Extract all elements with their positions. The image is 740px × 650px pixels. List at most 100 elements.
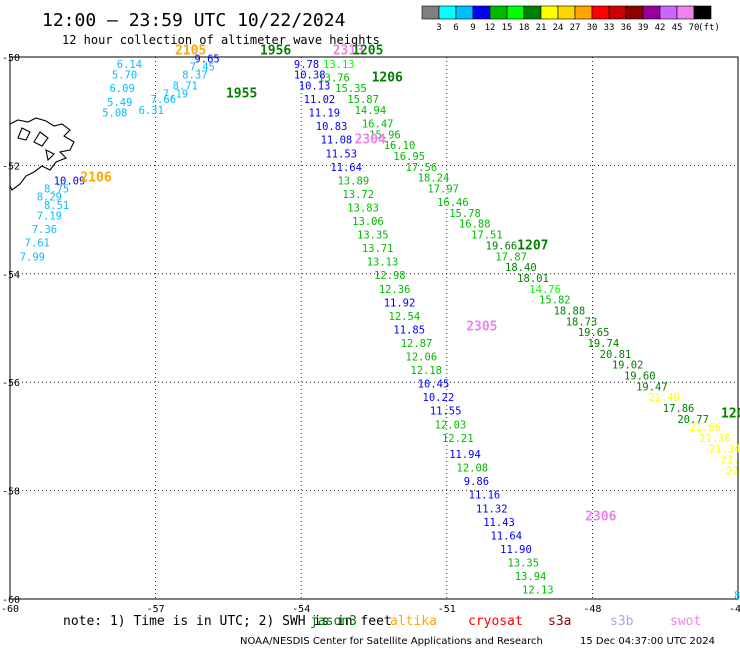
wave-height-value: 12.18 xyxy=(410,365,442,377)
wave-height-value: 21.34 xyxy=(709,444,740,456)
wave-height-value: 18.01 xyxy=(517,273,549,285)
colorbar-swatch xyxy=(574,5,593,20)
pass-time-label: 2306 xyxy=(585,509,616,524)
wave-height-value: 13.89 xyxy=(338,175,370,187)
pass-time-label: 1208 xyxy=(721,406,740,421)
wave-height-value: 15.35 xyxy=(335,83,367,95)
wave-height-value: 11.94 xyxy=(449,449,481,461)
wave-height-value: 5.49 xyxy=(107,97,132,109)
wave-height-value: 15.82 xyxy=(539,295,571,307)
y-tick-label: -50 xyxy=(2,53,20,64)
wave-height-value: 19.47 xyxy=(636,381,668,393)
wave-height-value: 10.38 xyxy=(294,70,326,82)
wave-height-value: 16.95 xyxy=(393,151,425,163)
colorbar-legend: 3 6 9 12 15 18 21 24 27 30 33 36 39 42 45 70(ft) xyxy=(421,5,720,33)
x-tick-label: -51 xyxy=(438,604,456,615)
footer-note: note: 1) Time is in UTC; 2) SWH is in fe… xyxy=(63,614,392,629)
wave-height-value: 21.36 xyxy=(699,433,731,445)
wave-height-value: 16.47 xyxy=(362,118,394,130)
x-tick-label: -57 xyxy=(147,604,165,615)
wave-height-value: 16.10 xyxy=(384,140,416,152)
wave-height-value: 11.16 xyxy=(469,490,501,502)
wave-height-value: 22 xyxy=(726,465,739,477)
colorbar-swatch xyxy=(676,5,695,20)
colorbar-unit: (ft) xyxy=(698,23,720,33)
wave-height-value: 10.22 xyxy=(423,392,455,404)
wave-height-value: 13.35 xyxy=(357,230,389,242)
wave-height-value: 7.19 xyxy=(37,211,62,223)
wave-height-value: 12.98 xyxy=(374,270,406,282)
wave-height-value: 7.36 xyxy=(32,224,57,236)
wave-height-value: 13.72 xyxy=(342,189,374,201)
x-tick-label: -60 xyxy=(1,604,19,615)
colorbar-swatch xyxy=(540,5,559,20)
colorbar-swatch xyxy=(506,5,525,20)
wave-height-value: 11.43 xyxy=(483,517,515,529)
colorbar-label: 33 xyxy=(604,23,615,33)
colorbar-swatch xyxy=(591,5,610,20)
wave-height-value: 15.78 xyxy=(449,208,481,220)
pass-time-label: 1207 xyxy=(517,238,548,253)
wave-height-value: 7.61 xyxy=(25,238,50,250)
wave-height-value: 11.55 xyxy=(430,406,462,418)
chart-subtitle: 12 hour collection of altimeter wave hei… xyxy=(62,33,380,47)
y-tick-label: -56 xyxy=(2,378,20,389)
wave-height-value: 12.03 xyxy=(435,419,467,431)
wave-height-value: 13.06 xyxy=(352,216,384,228)
wave-height-value: 19.60 xyxy=(624,370,656,382)
wave-height-value: 18.24 xyxy=(418,173,450,185)
wave-height-value: 18.73 xyxy=(566,316,598,328)
chart-title: 12:00 — 23:59 UTC 10/22/2024 xyxy=(42,10,345,31)
y-tick-label: -58 xyxy=(2,487,20,498)
colorbar-swatch xyxy=(438,5,457,20)
satellite-legend-s3b: s3b xyxy=(610,614,634,629)
map-frame xyxy=(9,56,739,600)
wave-height-value: 14.94 xyxy=(355,105,387,117)
wave-height-value: 7.66 xyxy=(151,94,176,106)
colorbar-label: 36 xyxy=(621,23,632,33)
wave-height-value: 12.87 xyxy=(401,338,433,350)
satellite-legend-altika: altika xyxy=(390,614,437,629)
colorbar-swatch xyxy=(421,5,440,20)
wave-height-value: 13.35 xyxy=(507,557,539,569)
wave-height-value: 8.51 xyxy=(44,200,69,212)
wave-height-value: 11.90 xyxy=(500,544,532,556)
wave-height-value: 13.13 xyxy=(323,59,355,71)
wave-height-value: 11.53 xyxy=(325,148,357,160)
colorbar-label: 18 xyxy=(519,23,530,33)
colorbar-label: 70 xyxy=(689,23,700,33)
wave-height-value: 8.29 xyxy=(37,192,62,204)
wave-height-value: 7.45 xyxy=(190,62,215,74)
x-tick-label: -45 xyxy=(729,604,740,615)
colorbar-swatch xyxy=(472,5,491,20)
colorbar-swatch xyxy=(693,5,712,20)
wave-height-value: 11.92 xyxy=(384,297,416,309)
colorbar-swatch xyxy=(523,5,542,20)
colorbar-label: 42 xyxy=(655,23,666,33)
wave-height-value: 16.46 xyxy=(437,197,469,209)
colorbar-label: 6 xyxy=(453,23,458,33)
wave-height-value: 9.78 xyxy=(294,59,319,71)
wave-height-value: 16.88 xyxy=(459,219,491,231)
colorbar-swatch xyxy=(625,5,644,20)
wave-height-value: 10.45 xyxy=(418,379,450,391)
colorbar-label: 9 xyxy=(470,23,475,33)
wave-height-value: 8 xyxy=(734,590,740,602)
wave-height-value: 12.36 xyxy=(379,284,411,296)
wave-height-value: 18.40 xyxy=(505,262,537,274)
axis-tick-labels: -60 -57 -54 -51 -48 -45 -50 -52 -54 -56 -58 -60 xyxy=(1,53,740,615)
pass-time-label: 1206 xyxy=(372,70,403,85)
pass-time-label: 2305 xyxy=(466,320,497,335)
wave-height-value: 18.88 xyxy=(554,305,586,317)
wave-height-value: 17.87 xyxy=(495,251,527,263)
pass-time-label: 2313 xyxy=(333,43,364,58)
wave-height-values: 6.145.706.095.495.08 6.317.667.198.718.37… xyxy=(20,53,740,602)
wave-height-value: 14.76 xyxy=(529,284,561,296)
wave-height-value: 11.32 xyxy=(476,503,508,515)
colorbar-swatch xyxy=(642,5,661,20)
pass-time-label: 2106 xyxy=(80,171,111,186)
wave-height-value: 9.65 xyxy=(194,53,219,65)
generation-timestamp: 15 Dec 04:37:00 UTC 2024 xyxy=(580,636,715,647)
wave-height-value: 5.70 xyxy=(112,70,137,82)
